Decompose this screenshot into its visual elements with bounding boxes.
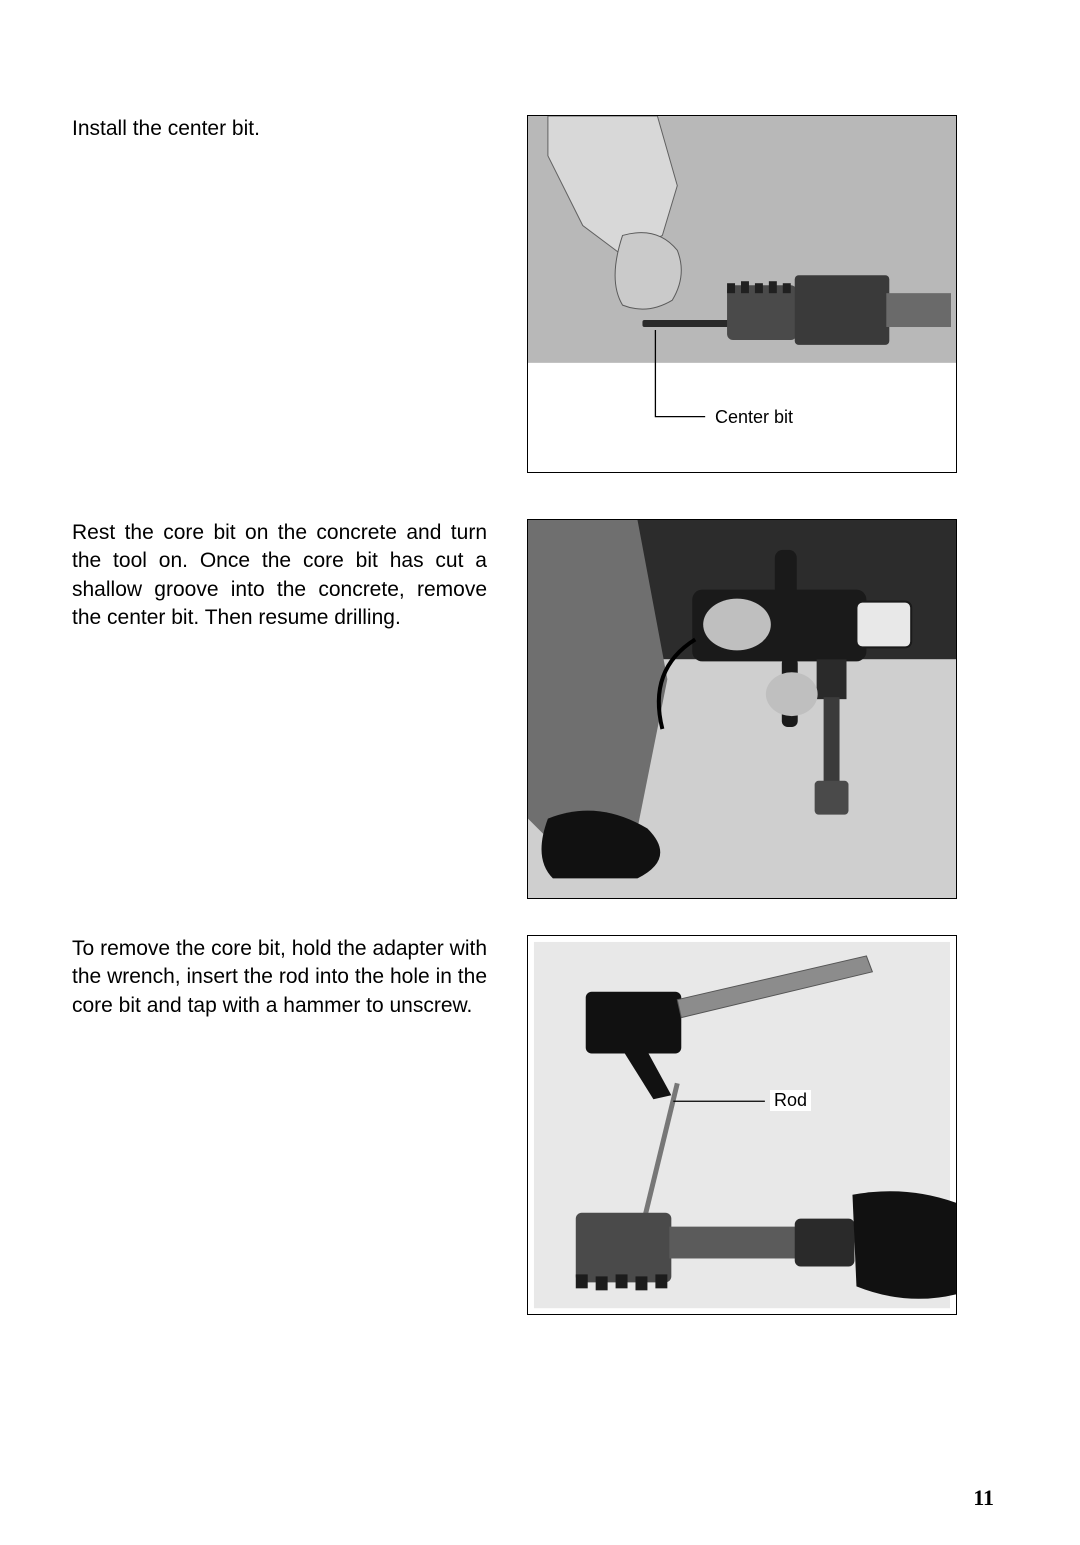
text-2: Rest the core bit on the concrete and tu… [72,521,487,629]
instruction-row-3: To remove the core bit, hold the adapter… [72,935,1005,1315]
instruction-text-3: To remove the core bit, hold the adapter… [72,935,487,1020]
text-1: Install the center bit. [72,117,260,140]
instruction-text-1: Install the center bit. [72,115,487,143]
figure-2-svg [528,520,956,898]
center-bit-label: Center bit [711,407,797,428]
rod-label: Rod [770,1090,811,1111]
figure-1: Center bit [527,115,957,473]
figure-3-svg [528,936,956,1314]
instruction-text-2: Rest the core bit on the concrete and tu… [72,519,487,632]
page: Install the center bit. [0,0,1080,1545]
page-number: 11 [973,1485,994,1511]
figure-2 [527,519,957,899]
instruction-row-1: Install the center bit. [72,115,1005,473]
instruction-row-2: Rest the core bit on the concrete and tu… [72,519,1005,899]
figure-3: Rod [527,935,957,1315]
text-3: To remove the core bit, hold the adapter… [72,937,487,1017]
